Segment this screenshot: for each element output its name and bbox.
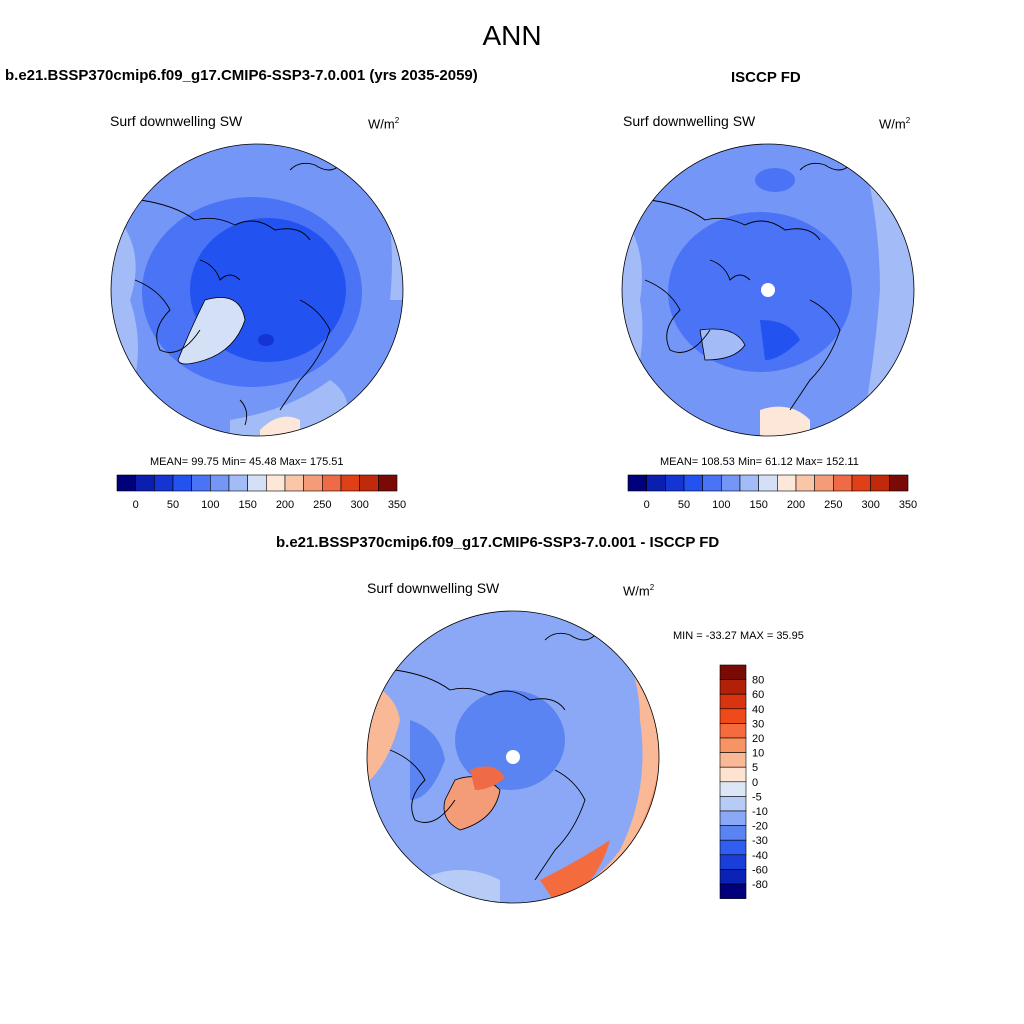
obs-colorbar-swatch <box>721 474 741 492</box>
diff-colorbar-swatch <box>719 708 747 724</box>
diff-colorbar-swatch <box>719 693 747 710</box>
model-colorbar-swatch <box>378 474 398 492</box>
obs-colorbar-tick-label: 100 <box>712 499 730 511</box>
model-colorbar-tick-label: 250 <box>313 499 331 511</box>
model-colorbar-swatch <box>210 474 230 492</box>
diff-colorbar-tick-label: 30 <box>752 718 764 730</box>
diff-stats: MIN = -33.27 MAX = 35.95 <box>673 630 804 642</box>
diff-colorbar-swatch <box>719 723 747 739</box>
obs-colorbar-swatch <box>814 474 834 492</box>
diff-colorbar-swatch <box>719 854 747 870</box>
diff-colorbar-tick-label: 10 <box>752 748 764 760</box>
diff-colorbar-tick-label: -80 <box>752 879 768 891</box>
diff-units: W/m2 <box>623 583 655 599</box>
diff-colorbar-swatch <box>719 869 747 885</box>
model-colorbar-tick-label: 0 <box>133 499 139 511</box>
obs-colorbar-swatch <box>665 474 685 492</box>
model-colorbar-tick-label: 200 <box>276 499 294 511</box>
model-colorbar-swatch <box>340 474 360 492</box>
model-colorbar-swatch <box>247 474 267 492</box>
diff-colorbar-swatch <box>719 796 747 812</box>
model-colorbar-tick-label: 300 <box>350 499 368 511</box>
model-colorbar-swatch <box>154 474 174 492</box>
model-field-label: Surf downwelling SW <box>110 113 243 129</box>
obs-panel-title: ISCCP FD <box>731 69 801 86</box>
obs-colorbar-swatch <box>777 474 797 492</box>
model-colorbar-swatch <box>172 474 192 492</box>
diff-colorbar-swatch <box>719 766 747 783</box>
obs-colorbar-tick-label: 0 <box>644 499 650 511</box>
obs-colorbar-swatch <box>833 474 853 492</box>
obs-colorbar-swatch <box>702 474 722 492</box>
obs-colorbar-tick-label: 350 <box>899 499 917 511</box>
diff-colorbar-swatch <box>719 737 747 753</box>
diff-colorbar-swatch <box>719 839 747 856</box>
model-colorbar-swatch <box>322 474 342 492</box>
diff-colorbar-swatch <box>719 825 747 841</box>
model-units: W/m2 <box>368 116 400 132</box>
obs-colorbar-swatch <box>795 474 815 492</box>
diff-colorbar-swatch <box>719 664 747 680</box>
model-panel-title: b.e21.BSSP370cmip6.f09_g17.CMIP6-SSP3-7.… <box>5 67 478 84</box>
obs-field-label: Surf downwelling SW <box>623 113 756 129</box>
diff-colorbar-tick-label: 40 <box>752 704 764 716</box>
obs-colorbar-swatch <box>646 474 666 492</box>
obs-stats: MEAN= 108.53 Min= 61.12 Max= 152.11 <box>660 456 859 468</box>
model-stats: MEAN= 99.75 Min= 45.48 Max= 175.51 <box>150 456 344 468</box>
obs-colorbar-swatch <box>758 474 778 492</box>
model-colorbar-swatch <box>303 474 323 492</box>
diff-colorbar-tick-label: -40 <box>752 850 768 862</box>
diff-colorbar-tick-label: 60 <box>752 689 764 701</box>
diff-polar-map <box>366 610 660 904</box>
model-colorbar-tick-label: 100 <box>201 499 219 511</box>
model-colorbar-swatch <box>284 474 304 492</box>
diff-colorbar-swatch <box>719 781 747 797</box>
model-colorbar-swatch <box>135 474 155 492</box>
obs-polar-map <box>621 143 915 437</box>
obs-colorbar-tick-label: 250 <box>824 499 842 511</box>
obs-colorbar-swatch <box>739 474 759 492</box>
diff-colorbar-tick-label: 80 <box>752 675 764 687</box>
diff-colorbar-tick-label: 20 <box>752 733 764 745</box>
diff-colorbar-swatch <box>719 883 747 899</box>
diff-colorbar-tick-label: -10 <box>752 806 768 818</box>
obs-colorbar: 0 50 100 150 200 250 300 350 <box>627 474 917 511</box>
diff-colorbar-tick-label: -20 <box>752 821 768 833</box>
diff-colorbar-tick-label: 0 <box>752 777 758 789</box>
obs-colorbar-swatch <box>889 474 909 492</box>
obs-units: W/m2 <box>879 116 911 132</box>
model-colorbar-tick-label: 150 <box>238 499 256 511</box>
obs-colorbar-swatch <box>851 474 871 492</box>
obs-colorbar-tick-label: 150 <box>749 499 767 511</box>
diff-colorbar-swatch <box>719 810 747 826</box>
obs-colorbar-swatch <box>627 474 647 492</box>
obs-colorbar-swatch <box>683 474 703 492</box>
diff-panel-title: b.e21.BSSP370cmip6.f09_g17.CMIP6-SSP3-7.… <box>276 534 720 551</box>
diff-colorbar-tick-label: -5 <box>752 791 762 803</box>
obs-colorbar-tick-label: 300 <box>861 499 879 511</box>
obs-colorbar-tick-label: 200 <box>787 499 805 511</box>
model-colorbar-swatch <box>116 474 136 492</box>
model-colorbar-tick-label: 50 <box>167 499 179 511</box>
obs-colorbar-swatch <box>870 474 890 492</box>
diff-colorbar-tick-label: 5 <box>752 762 758 774</box>
diff-colorbar-tick-label: -60 <box>752 864 768 876</box>
obs-colorbar-tick-label: 50 <box>678 499 690 511</box>
diff-colorbar-swatch <box>719 679 747 695</box>
diff-colorbar-tick-label: -30 <box>752 835 768 847</box>
diff-field-label: Surf downwelling SW <box>367 580 500 596</box>
model-colorbar-swatch <box>359 474 379 492</box>
model-polar-map <box>110 143 404 437</box>
plot-title: ANN <box>482 20 542 51</box>
model-colorbar-swatch <box>191 474 211 492</box>
model-colorbar-swatch <box>228 474 248 492</box>
model-colorbar: 0 50 100 150 200 250 300 350 <box>116 474 406 511</box>
diff-colorbar: 80 60 40 30 20 10 5 0 -5 -10 -20 -30 -40 -60 -80 <box>719 664 768 899</box>
model-colorbar-swatch <box>266 474 286 492</box>
diff-colorbar-swatch <box>719 752 747 768</box>
model-colorbar-tick-label: 350 <box>388 499 406 511</box>
